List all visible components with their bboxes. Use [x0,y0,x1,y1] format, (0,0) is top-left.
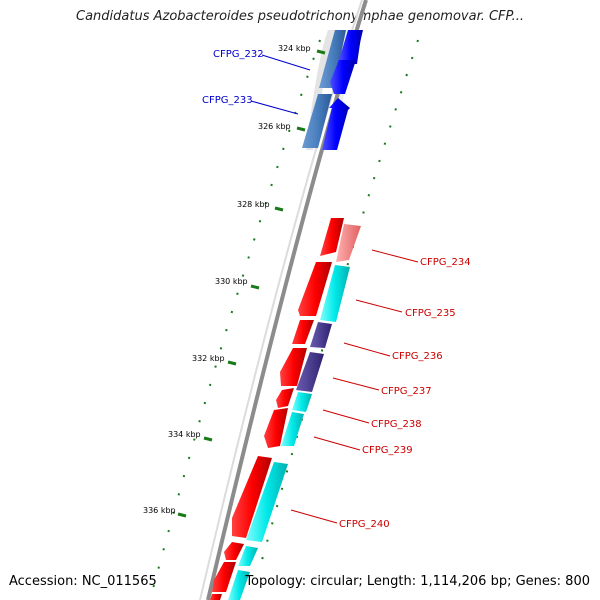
tick-label-328: 328 kbp [237,200,270,209]
gene-labels: CFPG_232 CFPG_233 CFPG_234 CFPG_235 CFPG… [202,49,471,530]
leader-lines [250,54,419,524]
cds-blue-cog-233[interactable] [302,94,332,148]
leader-line-234 [371,249,419,263]
leader-line-239 [313,436,361,451]
cds-reverse-238[interactable] [276,388,294,408]
gene-label-235[interactable]: CFPG_235 [405,308,456,319]
cds-reverse-234[interactable] [320,218,344,256]
cds-reverse-243[interactable] [210,594,222,600]
gene-label-236[interactable]: CFPG_236 [392,351,443,362]
cds-cog-240[interactable] [246,462,288,542]
tick-labels: 324 kbp 326 kbp 328 kbp 330 kbp 332 kbp … [143,44,311,515]
cds-reverse-239[interactable] [264,408,288,448]
cds-cog-237[interactable] [296,352,324,392]
cds-cog-239[interactable] [281,412,304,446]
cds-blue-cog-232[interactable] [319,30,346,88]
cds-reverse-240[interactable] [232,456,272,538]
cds-cog-236[interactable] [310,322,332,348]
cds-cog-238[interactable] [292,392,312,412]
tick-mark-334 [203,436,213,442]
leader-line-240 [290,509,338,524]
tick-mark-336 [177,512,187,518]
gene-label-234[interactable]: CFPG_234 [420,257,471,268]
cds-cog-241[interactable] [238,546,258,566]
tick-marks [177,49,326,518]
leader-line-236 [343,342,391,357]
gene-label-239[interactable]: CFPG_239 [362,445,413,456]
leader-line-233 [250,100,299,115]
gene-label-237[interactable]: CFPG_237 [381,386,432,397]
cds-reverse-237[interactable] [280,348,307,386]
leader-line-232 [261,54,311,71]
tick-label-336: 336 kbp [143,506,176,515]
cds-reverse-236[interactable] [292,320,314,344]
gene-label-233[interactable]: CFPG_233 [202,95,253,106]
map-title: Candidatus Azobacteroides pseudotrichony… [76,9,524,24]
leader-line-235 [355,299,403,313]
cds-forward-233[interactable] [322,98,350,150]
cds-cog-235[interactable] [320,265,350,322]
tick-label-324: 324 kbp [278,44,311,53]
tick-mark-330 [250,284,260,290]
tick-label-330: 330 kbp [215,277,248,286]
tick-label-332: 332 kbp [192,354,225,363]
tick-mark-328 [274,206,284,212]
tick-label-334: 334 kbp [168,430,201,439]
cds-reverse-242[interactable] [212,562,236,592]
topology-summary: Topology: circular; Length: 1,114,206 bp… [245,574,590,589]
tick-mark-326 [296,126,306,132]
cds-forward-232[interactable] [330,30,363,94]
cds-cog-242[interactable] [228,570,250,600]
gene-label-232[interactable]: CFPG_232 [213,49,264,60]
tick-label-326: 326 kbp [258,122,291,131]
accession-label: Accession: NC_011565 [9,574,157,589]
gene-label-240[interactable]: CFPG_240 [339,519,390,530]
cds-cog-234[interactable] [336,224,361,262]
cds-reverse-241[interactable] [224,542,244,560]
gene-label-238[interactable]: CFPG_238 [371,419,422,430]
leader-line-238 [322,409,370,424]
cds-reverse-235[interactable] [298,262,332,316]
leader-line-237 [332,377,380,391]
tick-mark-332 [227,360,237,366]
tick-mark-324 [316,49,326,55]
